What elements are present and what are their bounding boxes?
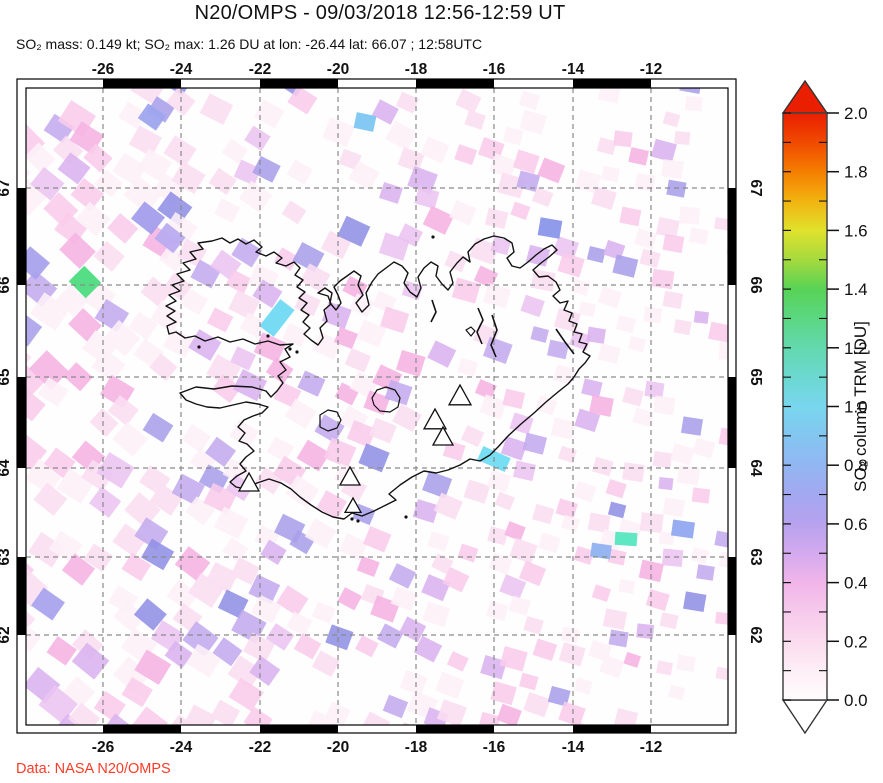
colorbar-under-arrow [781, 699, 829, 735]
lat-label-left: 62 [0, 626, 13, 643]
lon-label-bottom: -22 [249, 739, 271, 756]
colorbar-tick-label: 1.0 [844, 398, 868, 417]
so2-pixel [154, 222, 186, 254]
islet-dot [295, 350, 299, 354]
lon-label-top: -22 [249, 61, 271, 78]
axis-labels: -26 -26 -24 -24 -22 -22 -20 -20 -18 -18 -16 -16 -14 -… [0, 61, 764, 756]
lat-label-right: 64 [747, 459, 764, 477]
colorbar-tick-label: 0.4 [844, 574, 868, 593]
so2-pixel [259, 299, 295, 337]
volcano-triangle-icon [447, 383, 473, 406]
lat-label-left: 67 [0, 179, 13, 196]
lake-outline [371, 386, 401, 413]
colorbar-tick-label: 1.4 [844, 280, 868, 299]
lon-label-bottom: -16 [483, 739, 506, 756]
lat-label-right: 67 [747, 179, 764, 196]
colorbar-tick-label: 1.6 [844, 221, 868, 240]
colorbar-tick-label: 0.8 [844, 456, 868, 475]
so2-pixel [137, 103, 167, 131]
volcano-triangle-icon [343, 496, 363, 514]
lat-label-left: 63 [0, 548, 13, 566]
lat-label-right: 62 [747, 626, 764, 643]
lon-label-bottom: -24 [170, 739, 193, 756]
so2-pixel [590, 542, 612, 560]
colorbar-tick-label: 0.2 [844, 632, 868, 651]
colorbar-over-arrow [781, 79, 829, 114]
colorbar-tick-label: 2.0 [844, 104, 868, 123]
river-line [555, 328, 575, 355]
figure-subtitle: SO₂ mass: 0.149 kt; SO₂ max: 1.26 DU at … [16, 36, 483, 52]
islet-dot [266, 334, 270, 338]
volcano-triangle-icon [422, 407, 448, 430]
lon-label-bottom: -26 [92, 739, 115, 756]
colorbar-tick-label: 0.0 [844, 691, 868, 710]
data-credit: Data: NASA N20/OMPS [16, 761, 171, 777]
lon-label-bottom: -18 [405, 739, 428, 756]
colorbar-title: SO₂ column TRM [DU] [851, 321, 870, 492]
coastline-outline [165, 235, 591, 520]
river-line [430, 299, 437, 323]
so2-pixel [31, 587, 65, 621]
lat-label-left: 66 [0, 276, 13, 294]
map-frame [16, 78, 737, 734]
lon-label-top: -26 [92, 61, 115, 78]
colorbar-tick-label: 1.8 [844, 163, 868, 182]
islet-dot [356, 519, 360, 523]
so2-pixel [353, 112, 377, 132]
colorbar-tick-label: 1.2 [844, 339, 868, 358]
pixel-field [26, 88, 728, 725]
volcano-triangle-icon [237, 471, 261, 492]
lon-label-top: -14 [562, 61, 585, 78]
lon-label-top: -18 [405, 61, 428, 78]
figure-title: N20/OMPS - 09/03/2018 12:56-12:59 UT [194, 2, 566, 24]
so2-pixel [26, 246, 51, 280]
islet-dot [350, 517, 354, 521]
so2-pixel [614, 531, 638, 547]
iceland-coastline [165, 235, 591, 523]
lon-label-top: -16 [483, 61, 506, 78]
islet-dot [404, 515, 408, 519]
colorbar: 2.0 1.8 1.6 1.4 1.2 1.0 0.8 0.6 0.4 0.2 0.0 SO₂ col… [781, 79, 870, 735]
so2-pixel [537, 217, 563, 239]
volcano-markers [237, 383, 473, 514]
river-line [490, 314, 498, 358]
lon-label-top: -24 [170, 61, 193, 78]
lat-label-right: 63 [747, 548, 764, 566]
lat-label-left: 64 [0, 459, 13, 477]
islet-dot [431, 235, 435, 239]
islet-dot [197, 345, 201, 349]
lon-label-bottom: -14 [562, 739, 585, 756]
so2-pixel [130, 201, 166, 235]
lat-label-left: 65 [0, 368, 13, 386]
colorbar-tick-label: 0.6 [844, 515, 868, 534]
volcano-triangle-icon [431, 425, 455, 446]
so2-pixel [68, 265, 102, 299]
lon-label-top: -20 [327, 61, 349, 78]
lake-outline [319, 409, 342, 432]
lat-label-right: 66 [747, 276, 764, 294]
lon-label-bottom: -12 [640, 739, 662, 756]
lake-outline [465, 326, 476, 337]
lat-label-right: 65 [747, 368, 764, 386]
lon-label-bottom: -20 [327, 739, 349, 756]
lon-label-top: -12 [640, 61, 662, 78]
graticule [26, 88, 728, 725]
so2-pixel [670, 519, 696, 539]
volcano-triangle-icon [338, 465, 362, 486]
islet-dot [288, 347, 292, 351]
river-line [476, 307, 484, 345]
highlight-pixels [26, 103, 696, 621]
